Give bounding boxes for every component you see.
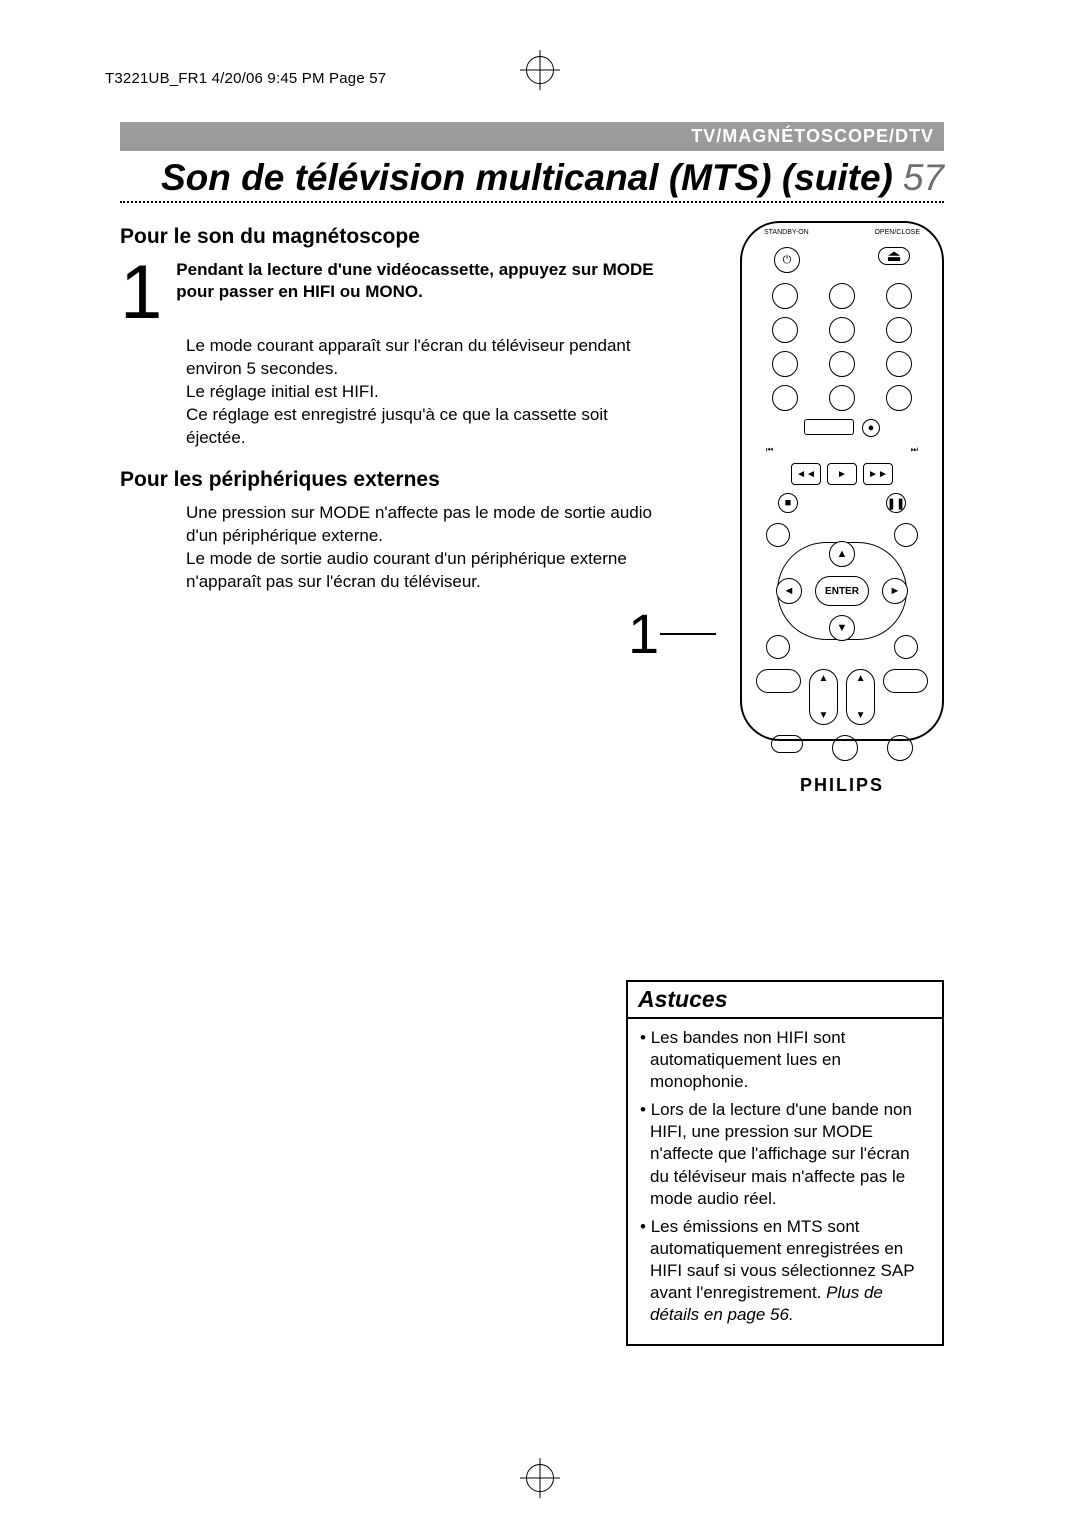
remote-diagram: STANDBY-ON OPEN/CLOSE ⏻ ⏏ ● ⏮ ⏭	[740, 221, 944, 741]
vol-rocker: ▲ ▼	[809, 669, 838, 725]
dpad-up-icon: ▲	[829, 541, 855, 567]
tips-box: Astuces Les bandes non HIFI sont automat…	[626, 980, 944, 1346]
rec-icon: ●	[862, 419, 880, 437]
tips-item: Lors de la lecture d'une bande non HIFI,…	[640, 1099, 930, 1209]
corner-btn	[766, 635, 790, 659]
rocker-btn	[756, 669, 801, 693]
callout-line	[660, 633, 716, 635]
stop-icon: ■	[778, 493, 798, 513]
step-number: 1	[120, 259, 162, 327]
dpad-left-icon: ◄	[776, 578, 802, 604]
section2-heading: Pour les périphériques externes	[120, 468, 664, 492]
skip-fwd-icon: ⏭	[911, 445, 918, 455]
brand-logo: PHILIPS	[756, 775, 928, 796]
callout-number: 1	[628, 601, 659, 666]
standby-label: STANDBY-ON	[764, 229, 809, 236]
dpad: ▲ ▼ ◄ ► ENTER	[777, 542, 907, 640]
rocker-btn	[883, 669, 928, 693]
eject-icon: ⏏	[878, 247, 910, 265]
crop-mark-bottom	[520, 1458, 560, 1498]
openclose-label: OPEN/CLOSE	[874, 229, 920, 236]
dotted-divider	[120, 201, 944, 203]
section2-body: Une pression sur MODE n'affecte pas le m…	[186, 502, 664, 594]
tips-item: Les émissions en MTS sont automatiquemen…	[640, 1216, 930, 1326]
page-title: Son de télévision multicanal (MTS) (suit…	[161, 157, 893, 199]
tips-list: Les bandes non HIFI sont automatiquement…	[640, 1027, 930, 1326]
corner-btn	[894, 635, 918, 659]
corner-btn	[766, 523, 790, 547]
chan-rocker: ▲ ▼	[846, 669, 875, 725]
tips-item: Les bandes non HIFI sont automatiquement…	[640, 1027, 930, 1093]
section1-body: Le mode courant apparaît sur l'écran du …	[186, 335, 664, 450]
bar-button	[804, 419, 854, 435]
section-bar: TV/MAGNÉTOSCOPE/DTV	[120, 122, 944, 151]
play-icon: ►	[827, 463, 857, 485]
corner-btn	[894, 523, 918, 547]
dpad-right-icon: ►	[882, 578, 908, 604]
power-icon: ⏻	[774, 247, 800, 273]
section1-heading: Pour le son du magnétoscope	[120, 225, 664, 249]
page-number: 57	[903, 157, 944, 199]
rew-icon: ◄◄	[791, 463, 821, 485]
step-instruction: Pendant la lecture d'une vidéocassette, …	[176, 259, 664, 327]
skip-back-icon: ⏮	[766, 445, 773, 455]
print-header: T3221UB_FR1 4/20/06 9:45 PM Page 57	[105, 70, 386, 87]
enter-button: ENTER	[815, 576, 869, 606]
dpad-down-icon: ▼	[829, 615, 855, 641]
ffwd-icon: ►►	[863, 463, 893, 485]
tips-title: Astuces	[628, 982, 942, 1019]
pause-icon: ❚❚	[886, 493, 906, 513]
crop-mark-top	[520, 50, 560, 90]
